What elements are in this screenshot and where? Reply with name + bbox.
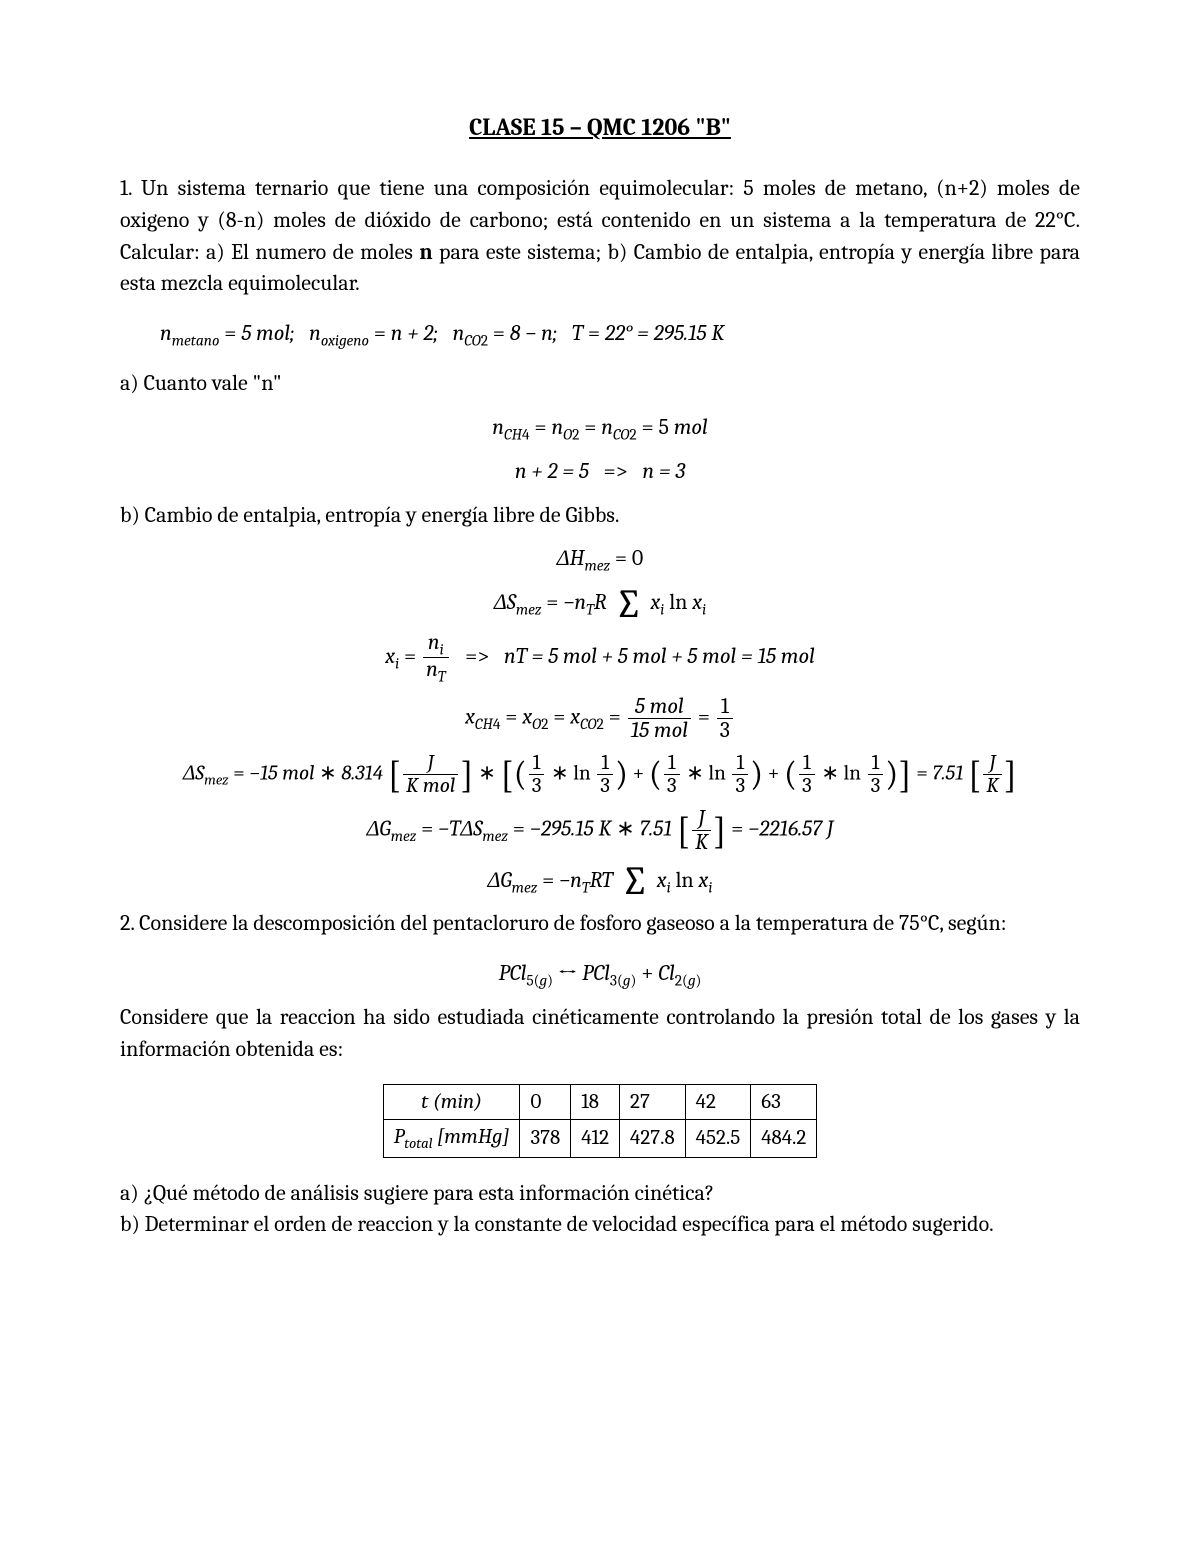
nt-value: −15 mol: [249, 762, 314, 786]
delta-s-calc: ΔSmez = −15 mol ∗ 8.314 [JK mol] ∗ [(13 …: [120, 752, 1080, 797]
mole-fractions: xCH4 = xO2 = xCO2 = 5 mol15 mol = 13: [120, 695, 1080, 742]
problem-1-statement: 1. Un sistema ternario que tiene una com…: [120, 173, 1080, 301]
r-value: 8.314: [341, 762, 383, 786]
nt-calc: nT = 5 mol + 5 mol + 5 mol = 15 mol: [504, 643, 815, 669]
ds-value: 7.51: [932, 762, 963, 786]
xi-definition: xi = ninT => nT = 5 mol + 5 mol + 5 mol …: [120, 631, 1080, 685]
pressure-header: Ptotal [mmHg]: [383, 1120, 520, 1158]
table-row-time: t (min) 0 18 27 42 63: [383, 1084, 817, 1119]
part-b-label: b) Cambio de entalpia, entropía y energí…: [120, 500, 1080, 532]
t-2: 27: [620, 1084, 686, 1119]
question-2a: a) ¿Qué método de análisis sugiere para …: [120, 1178, 1080, 1210]
t-0: 0: [520, 1084, 571, 1119]
part-a-lhs: n + 2 = 5: [515, 458, 589, 484]
reaction-equation: PCl5(g) ↔ PCl3(g) + Cl2(g): [120, 958, 1080, 992]
problem-1-given: nmetano = 5 mol; noxigeno = n + 2; nCO2 …: [160, 318, 1080, 352]
problem-2-statement: 2. Considere la descomposición del penta…: [120, 908, 1080, 940]
delta-g-calc: ΔGmez = −TΔSmez = −295.15 K ∗ 7.51 [JK] …: [120, 807, 1080, 854]
part-a-eq1: nCH4 = nO2 = nCO2 = 5 mol: [120, 412, 1080, 446]
t-neg-value: −295.15 K: [530, 816, 612, 842]
part-a-label: a) Cuanto vale "n": [120, 368, 1080, 400]
document-title: CLASE 15 – QMC 1206 "B": [120, 110, 1080, 145]
p-2: 427.8: [620, 1120, 686, 1158]
kinetics-table: t (min) 0 18 27 42 63 Ptotal [mmHg] 378 …: [383, 1084, 818, 1158]
delta-h-line: ΔHmez = 0: [120, 543, 1080, 577]
part-a-rhs: n = 3: [642, 458, 685, 484]
delta-g-formula: ΔGmez = −nTRT ∑ xi ln xi: [120, 865, 1080, 899]
dg-value: −2216.57 J: [748, 816, 833, 842]
x-frac-num: 5 mol: [628, 695, 691, 719]
part-a-eq2: n + 2 = 5 => n = 3: [120, 456, 1080, 488]
ds-value-2: 7.51: [640, 816, 672, 842]
n-co2-value: 8 − n: [510, 320, 553, 346]
n-metano-value: 5 mol: [241, 320, 290, 346]
t-3: 42: [685, 1084, 751, 1119]
p-1: 412: [571, 1120, 620, 1158]
x-frac-den: 15 mol: [628, 719, 691, 742]
time-header: t (min): [383, 1084, 520, 1119]
t-1: 18: [571, 1084, 620, 1119]
question-2b: b) Determinar el orden de reaccion y la …: [120, 1209, 1080, 1241]
document-page: CLASE 15 – QMC 1206 "B" 1. Un sistema te…: [0, 0, 1200, 1553]
n-oxigeno-value: n + 2: [391, 320, 434, 346]
temperature-value: 22° = 295.15 K: [605, 320, 724, 346]
p-4: 484.2: [751, 1120, 817, 1158]
delta-s-formula: ΔSmez = −nTR ∑ xi ln xi: [120, 587, 1080, 621]
p-0: 378: [520, 1120, 571, 1158]
problem-2-text2: Considere que la reaccion ha sido estudi…: [120, 1002, 1080, 1066]
t-4: 63: [751, 1084, 817, 1119]
p-3: 452.5: [685, 1120, 751, 1158]
table-row-pressure: Ptotal [mmHg] 378 412 427.8 452.5 484.2: [383, 1120, 817, 1158]
